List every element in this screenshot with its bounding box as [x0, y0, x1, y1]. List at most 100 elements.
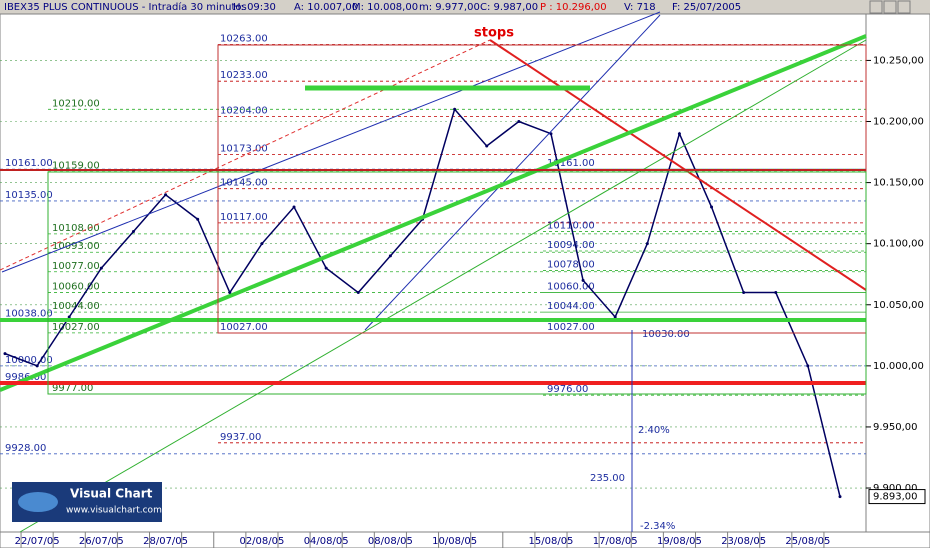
price-point: [485, 144, 489, 148]
price-point: [581, 278, 585, 282]
level-label: 10161.00: [547, 158, 595, 169]
level-label: 10093.00: [52, 241, 100, 252]
annotation: 10030.00: [642, 329, 690, 340]
y-tick-label: 10.050,00: [873, 300, 924, 311]
price-point: [67, 315, 71, 319]
level-label: 10210.00: [52, 98, 100, 109]
level-label: 10161.00: [5, 158, 53, 169]
price-point: [710, 205, 714, 209]
price-point: [196, 217, 200, 221]
header-field: P : 10.296,00: [540, 2, 607, 13]
level-label: 10044.00: [547, 301, 595, 312]
level-label: 10117.00: [220, 212, 268, 223]
price-point: [613, 315, 617, 319]
x-tick-label: 28/07/05: [143, 536, 188, 547]
price-point: [517, 120, 521, 124]
level-label: 10135.00: [5, 190, 53, 201]
price-point: [677, 132, 681, 136]
level-label: 10145.00: [220, 178, 268, 189]
price-point: [3, 352, 7, 356]
price-point: [99, 266, 103, 270]
price-point: [838, 495, 842, 499]
logo[interactable]: Visual Chart www.visualchart.com: [12, 482, 162, 522]
level-label: 10108.00: [52, 223, 100, 234]
header-field: H: 09:30: [233, 2, 276, 13]
logo-url: www.visualchart.com: [66, 506, 162, 516]
price-point: [131, 229, 135, 233]
annotation: -2.34%: [640, 521, 675, 532]
y-tick-label: 10.150,00: [873, 178, 924, 189]
level-label: 10077.00: [52, 261, 100, 272]
annotation: 235.00: [590, 473, 625, 484]
header-field: C: 9.987,00: [480, 2, 538, 13]
header-field: M: 10.008,00: [352, 2, 418, 13]
x-axis-area: [0, 531, 930, 548]
price-point: [324, 266, 328, 270]
y-tick-label: 10.100,00: [873, 239, 924, 250]
level-label: 10060.00: [547, 282, 595, 293]
price-point: [806, 364, 810, 368]
price-point: [356, 291, 360, 295]
last-price-label: 9.893,00: [873, 492, 918, 503]
header-field: A: 10.007,00: [294, 2, 358, 13]
x-tick-label: 15/08/05: [529, 536, 574, 547]
level-label: 9937.00: [220, 432, 261, 443]
header-field: IBEX35 PLUS CONTINUOUS - Intradía 30 min…: [4, 1, 247, 13]
trend-lines: [0, 11, 867, 533]
last-price-box: [868, 489, 926, 505]
x-tick-label: 19/08/05: [657, 536, 702, 547]
restore-button[interactable]: [883, 0, 897, 14]
level-label: 10027.00: [220, 322, 268, 333]
y-tick-label: 9.900,00: [873, 483, 918, 494]
level-label: 9928.00: [5, 443, 46, 454]
level-label: 10233.00: [220, 70, 268, 81]
price-point: [453, 107, 457, 111]
price-point: [292, 205, 296, 209]
x-tick-label: 17/08/05: [593, 536, 638, 547]
x-tick-label: 10/08/05: [432, 536, 477, 547]
price-point: [742, 291, 746, 295]
logo-title: Visual Chart: [70, 487, 153, 501]
level-label: 9976.00: [547, 384, 588, 395]
level-label: 10038.00: [5, 308, 53, 319]
x-tick-label: 23/08/05: [721, 536, 766, 547]
close-button[interactable]: [897, 0, 911, 14]
x-tick-label: 22/07/05: [15, 536, 60, 547]
x-tick-label: 02/08/05: [239, 536, 284, 547]
level-label: 10204.00: [220, 106, 268, 117]
header: IBEX35 PLUS CONTINUOUS - Intradía 30 min…: [4, 1, 741, 13]
header-bar: [0, 0, 930, 14]
level-label: 10159.00: [52, 161, 100, 172]
level-label: 9977.00: [52, 383, 93, 394]
chart-layer: 10.250,00 10.200,00 10.150,00 10.100,00 10.0…: [0, 26, 926, 548]
level-label: 10094.00: [547, 240, 595, 251]
y-axis-area: [865, 13, 930, 533]
plot-area: [0, 13, 867, 533]
price-point: [260, 242, 264, 246]
price-point: [549, 132, 553, 136]
x-tick-label: 08/08/05: [368, 536, 413, 547]
minimize-button[interactable]: [869, 0, 883, 14]
x-tick-label: 26/07/05: [79, 536, 124, 547]
header-field: m: 9.977,00: [419, 2, 480, 13]
y-tick-label: 9.950,00: [873, 422, 918, 433]
y-tick-label: 10.000,00: [873, 361, 924, 372]
y-tick-label: 10.200,00: [873, 117, 924, 128]
header-field: F: 25/07/2005: [672, 2, 741, 13]
price-point: [388, 254, 392, 258]
x-tick-label: 25/08/05: [785, 536, 830, 547]
y-tick-label: 10.250,00: [873, 55, 924, 66]
level-label: 10060.00: [52, 282, 100, 293]
annotation: 2.40%: [638, 425, 670, 436]
price-point: [645, 242, 649, 246]
level-label: 10027.00: [52, 322, 100, 333]
level-label: 10263.00: [220, 34, 268, 45]
level-label: 10078.00: [547, 260, 595, 271]
price-point: [164, 193, 168, 197]
header-field: V: 718: [624, 2, 656, 13]
x-tick-label: 04/08/05: [304, 536, 349, 547]
level-label: 10173.00: [220, 143, 268, 154]
price-point: [228, 291, 232, 295]
